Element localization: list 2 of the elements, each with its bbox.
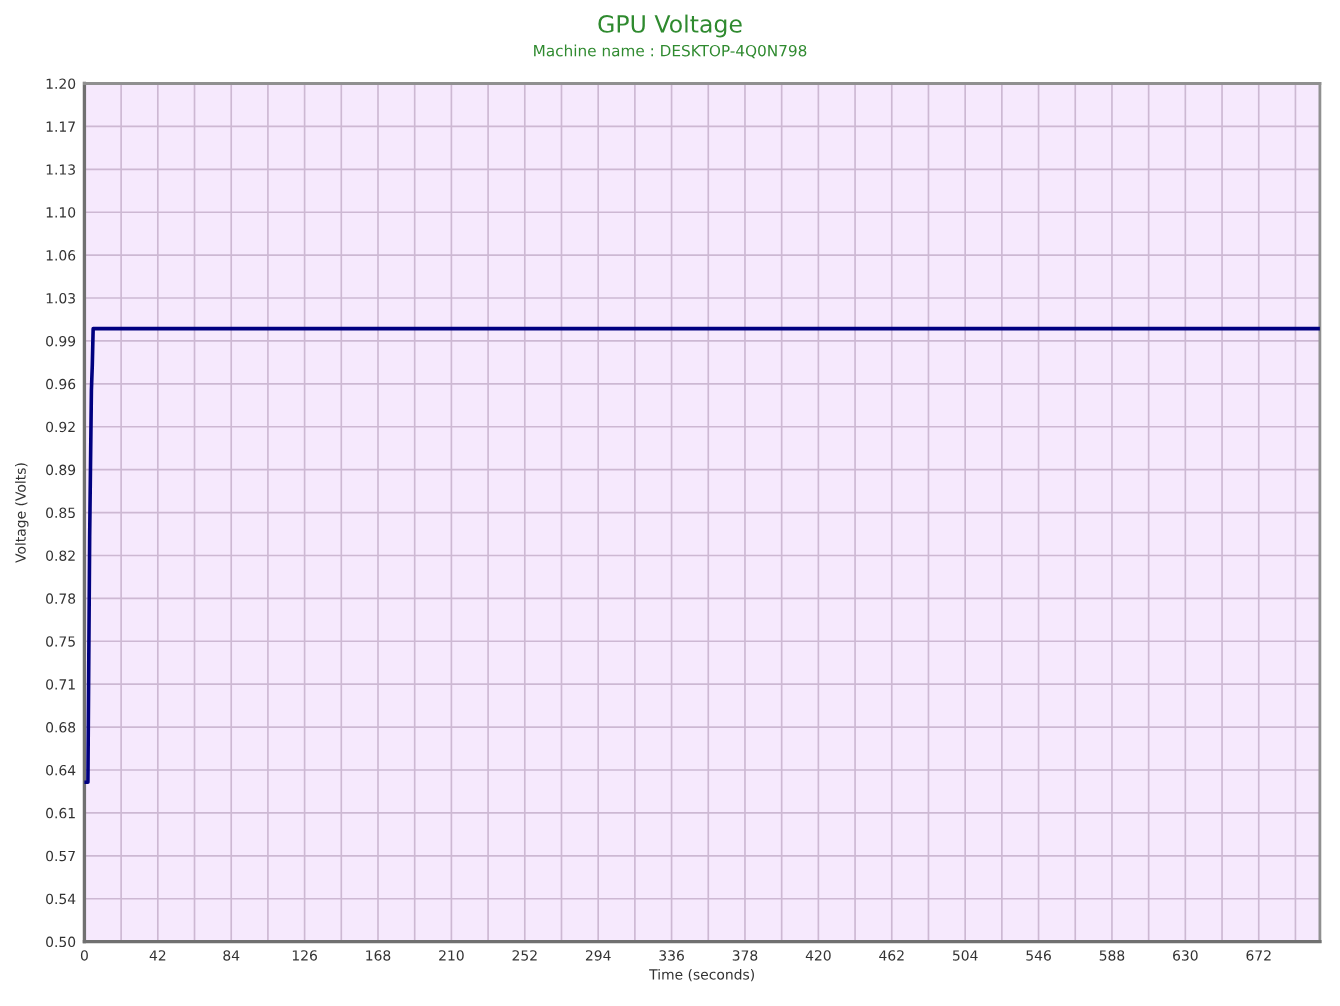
line-series xyxy=(84,326,1320,785)
chart-title: GPU Voltage xyxy=(598,14,742,38)
